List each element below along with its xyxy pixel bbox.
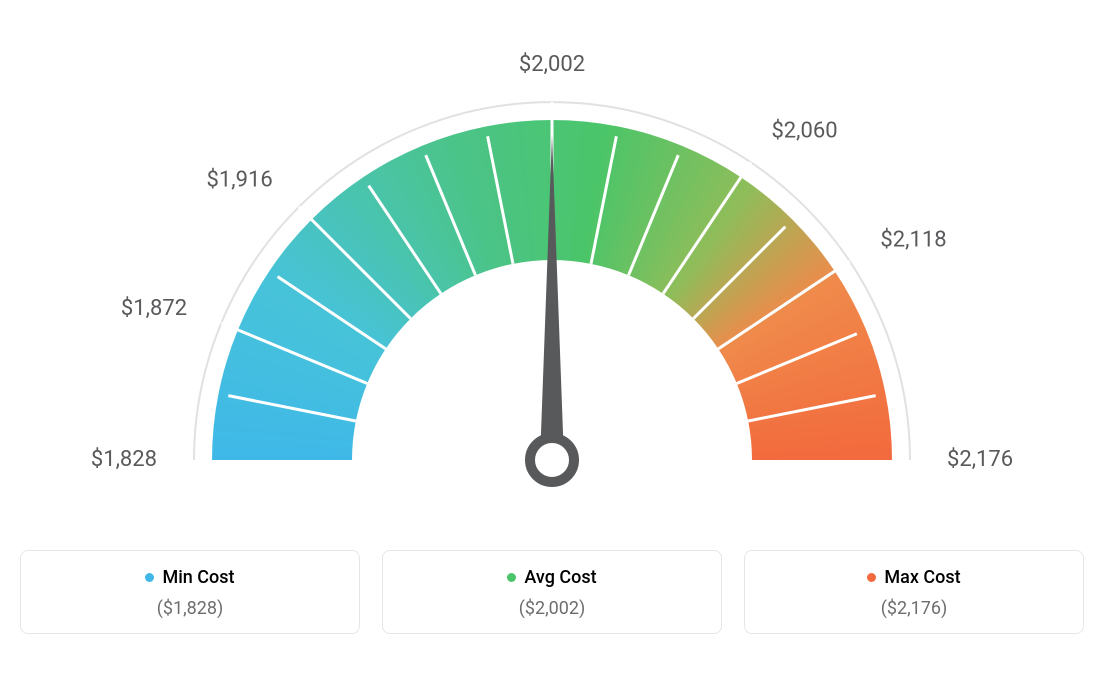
legend-card-max: Max Cost ($2,176) bbox=[744, 550, 1084, 634]
svg-text:$2,176: $2,176 bbox=[947, 447, 1013, 472]
legend-card-avg: Avg Cost ($2,002) bbox=[382, 550, 722, 634]
legend-card-min: Min Cost ($1,828) bbox=[20, 550, 360, 634]
svg-text:$1,828: $1,828 bbox=[91, 447, 157, 472]
legend-label-max: Max Cost bbox=[884, 567, 960, 588]
svg-text:$2,002: $2,002 bbox=[519, 52, 585, 77]
legend-value-avg: ($2,002) bbox=[393, 598, 711, 619]
dot-avg bbox=[507, 573, 516, 582]
svg-text:$1,916: $1,916 bbox=[207, 168, 273, 193]
legend-label-avg: Avg Cost bbox=[524, 567, 596, 588]
svg-text:$1,872: $1,872 bbox=[121, 296, 187, 321]
svg-text:$2,118: $2,118 bbox=[880, 228, 946, 253]
legend-label-min: Min Cost bbox=[162, 567, 234, 588]
gauge-chart: $1,828 $1,872 $1,916 $2,002 $2,060 $2,118 $2,1… bbox=[20, 20, 1084, 540]
dot-min bbox=[145, 573, 154, 582]
gauge-svg: $1,828 $1,872 $1,916 $2,002 $2,060 $2,118 $2,1… bbox=[52, 30, 1052, 530]
legend-row: Min Cost ($1,828) Avg Cost ($2,002) Max … bbox=[20, 550, 1084, 634]
legend-value-min: ($1,828) bbox=[31, 598, 349, 619]
dot-max bbox=[867, 573, 876, 582]
svg-text:$2,060: $2,060 bbox=[771, 119, 837, 144]
legend-value-max: ($2,176) bbox=[755, 598, 1073, 619]
